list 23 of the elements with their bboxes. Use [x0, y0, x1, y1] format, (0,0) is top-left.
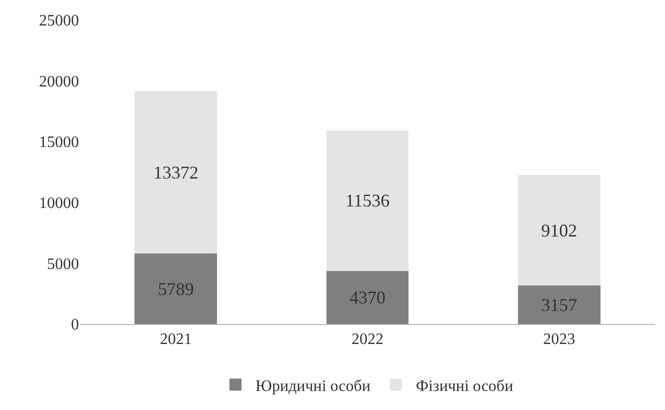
y-tick-label: 10000: [39, 195, 79, 212]
bar: [134, 91, 218, 254]
data-label: 11536: [345, 190, 390, 211]
x-tick-label: 2021: [160, 331, 192, 348]
y-tick-label: 25000: [39, 12, 79, 30]
data-label: 13372: [153, 162, 198, 182]
bar: [326, 270, 409, 324]
data-label: 3157: [541, 294, 578, 315]
x-tick-label: 2022: [352, 331, 384, 348]
data-label: 5789: [158, 278, 194, 299]
bar: [518, 286, 600, 324]
y-tick-label: 15000: [39, 134, 79, 152]
legend-label: Фізичні особи: [416, 378, 514, 395]
bar: [518, 174, 600, 286]
data-label: 4370: [350, 287, 386, 308]
y-tick-label: 0: [71, 316, 79, 334]
data-label: 9102: [541, 220, 578, 240]
legend-label: Юридичні особи: [256, 378, 371, 395]
bar: [326, 130, 409, 271]
x-tick-label: 2023: [543, 331, 576, 348]
y-tick-label: 20000: [39, 73, 79, 90]
y-tick-label: 5000: [47, 256, 79, 273]
bar: [134, 254, 218, 324]
